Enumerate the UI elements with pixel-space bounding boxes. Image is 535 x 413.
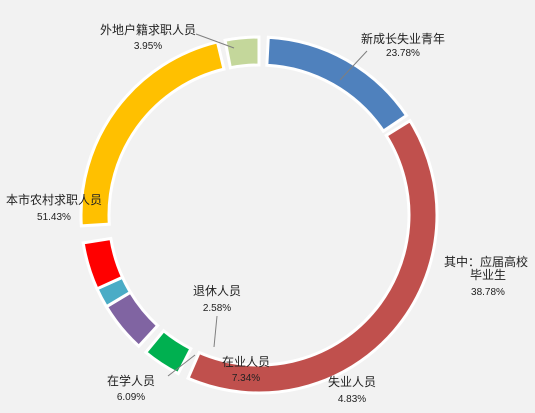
slice-1-percent-label: 38.78% (471, 287, 505, 298)
slice-1-label-line-1: 其中：应届高校 (444, 254, 528, 269)
slice-4-label: 退休人员 (193, 284, 241, 298)
leader-line-group (167, 33, 368, 377)
slice-1-label-line-2: 毕业生 (470, 268, 506, 282)
slice-1-arc (186, 118, 439, 395)
slice-6-label: 本市农村求职人员 (6, 192, 102, 207)
slice-0-leader-line (339, 50, 368, 81)
slice-2-percent-label: 4.83% (338, 394, 366, 405)
slice-4-percent-label: 2.58% (203, 303, 231, 314)
slice-4-leader-line (213, 315, 218, 348)
slice-0-label: 新成长失业青年 (361, 31, 445, 46)
slice-7-percent-label: 3.95% (134, 41, 162, 52)
slice-6-percent-label: 51.43% (37, 212, 71, 223)
slice-5-label: 在学人员 (107, 373, 155, 388)
slice-2-label: 失业人员 (328, 374, 376, 389)
slice-2-arc (143, 328, 193, 376)
slice-0-percent-label: 23.78% (386, 48, 420, 59)
slice-7-leader-line (195, 33, 235, 49)
slice-0-arc (265, 35, 409, 134)
slice-5-leader-line (167, 354, 196, 377)
slice-3-percent-label: 7.34% (232, 373, 260, 384)
slice-3-label: 在业人员 (222, 355, 270, 369)
slice-group (79, 35, 439, 395)
slice-7-label: 外地户籍求职人员 (100, 22, 196, 37)
slice-7-arc (223, 35, 261, 70)
slice-6-arc (79, 40, 226, 228)
slice-5-arc (81, 236, 125, 291)
slice-5-percent-label: 6.09% (117, 392, 145, 403)
